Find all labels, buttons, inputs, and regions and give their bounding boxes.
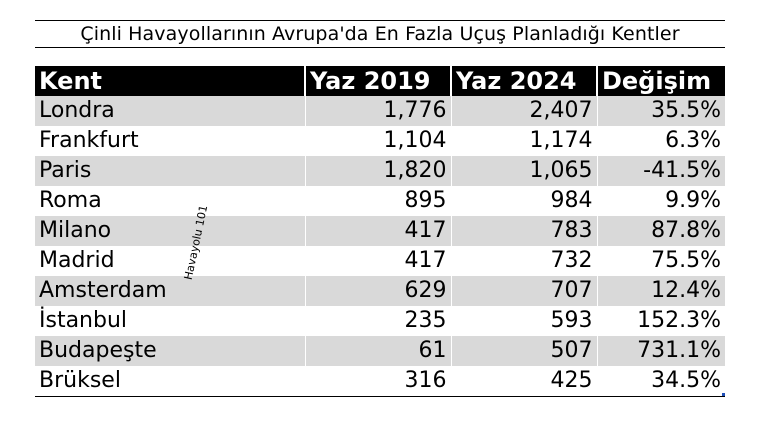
table-row: Brüksel 316 425 34.5% [35,366,725,396]
table-bottom-border [35,396,725,397]
summer-2019-cell: 61 [304,336,451,366]
table-row: Budapeşte 61 507 731.1% [35,336,725,366]
summer-2019-cell: 1,776 [304,96,451,126]
page-title-text: Çinli Havayollarının Avrupa'da En Fazla … [80,23,680,45]
summer-2024-cell: 732 [450,246,597,276]
summer-2024-cell: 1,065 [450,156,597,186]
city-cell: Amsterdam [35,276,305,306]
city-cell: Milano [35,216,305,246]
table-row: Amsterdam 629 707 12.4% [35,276,725,306]
city-cell: İstanbul [35,306,305,336]
selection-handle [722,393,725,396]
city-cell: Budapeşte [35,336,305,366]
table-row: Londra 1,776 2,407 35.5% [35,96,725,126]
summer-2019-cell: 417 [304,246,451,276]
summer-2019-cell: 1,104 [304,126,451,156]
city-cell: Frankfurt [35,126,305,156]
summer-2024-cell: 783 [450,216,597,246]
column-header-summer-2024: Yaz 2024 [450,66,597,96]
summer-2024-cell: 507 [450,336,597,366]
city-cell: Londra [35,96,305,126]
column-header-city: Kent [35,66,305,96]
change-cell: 35.5% [596,96,725,126]
cities-table: Kent Yaz 2019 Yaz 2024 Değişim Londra 1,… [35,66,725,396]
change-cell: 87.8% [596,216,725,246]
change-cell: 75.5% [596,246,725,276]
change-cell: 152.3% [596,306,725,336]
table-row: İstanbul 235 593 152.3% [35,306,725,336]
summer-2019-cell: 316 [304,366,451,396]
summer-2019-cell: 1,820 [304,156,451,186]
change-cell: 731.1% [596,336,725,366]
summer-2019-cell: 629 [304,276,451,306]
page-title: Çinli Havayollarının Avrupa'da En Fazla … [35,20,725,48]
summer-2024-cell: 707 [450,276,597,306]
table-header-row: Kent Yaz 2019 Yaz 2024 Değişim [35,66,725,96]
city-cell: Madrid [35,246,305,276]
change-cell: -41.5% [596,156,725,186]
table-row: Roma 895 984 9.9% [35,186,725,216]
summer-2019-cell: 895 [304,186,451,216]
summer-2024-cell: 425 [450,366,597,396]
summer-2024-cell: 984 [450,186,597,216]
table-row: Paris 1,820 1,065 -41.5% [35,156,725,186]
city-cell: Paris [35,156,305,186]
city-cell: Brüksel [35,366,305,396]
summer-2024-cell: 2,407 [450,96,597,126]
table-row: Frankfurt 1,104 1,174 6.3% [35,126,725,156]
column-header-change: Değişim [596,66,725,96]
table-row: Madrid 417 732 75.5% [35,246,725,276]
summer-2024-cell: 593 [450,306,597,336]
change-cell: 34.5% [596,366,725,396]
table-row: Milano 417 783 87.8% [35,216,725,246]
change-cell: 9.9% [596,186,725,216]
summer-2019-cell: 417 [304,216,451,246]
summer-2019-cell: 235 [304,306,451,336]
column-header-summer-2019: Yaz 2019 [304,66,451,96]
change-cell: 6.3% [596,126,725,156]
change-cell: 12.4% [596,276,725,306]
city-cell: Roma [35,186,305,216]
summer-2024-cell: 1,174 [450,126,597,156]
